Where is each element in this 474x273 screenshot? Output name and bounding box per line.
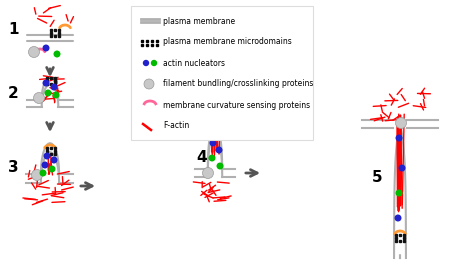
Circle shape	[151, 60, 157, 66]
Bar	[50, 32, 52, 34]
Circle shape	[44, 153, 51, 159]
Circle shape	[395, 135, 402, 141]
Circle shape	[399, 165, 405, 171]
Bar	[395, 240, 397, 242]
Bar	[54, 150, 56, 152]
Bar	[395, 234, 397, 236]
Bar	[211, 135, 213, 137]
Bar	[46, 147, 48, 149]
Bar	[46, 150, 48, 152]
Text: 2: 2	[8, 85, 19, 100]
Circle shape	[39, 170, 46, 177]
Bar	[215, 135, 217, 137]
Bar	[403, 240, 405, 242]
Text: 5: 5	[372, 171, 383, 185]
Bar	[399, 240, 401, 242]
Circle shape	[394, 215, 401, 221]
FancyBboxPatch shape	[131, 6, 313, 140]
Bar	[54, 80, 56, 82]
Text: plasma membrane: plasma membrane	[163, 16, 235, 25]
Bar	[403, 234, 405, 236]
Bar	[403, 237, 405, 239]
Circle shape	[51, 84, 57, 91]
Circle shape	[43, 44, 49, 52]
Bar	[54, 147, 56, 149]
Circle shape	[202, 168, 213, 179]
Bar	[219, 135, 221, 137]
Circle shape	[42, 162, 48, 168]
Circle shape	[51, 156, 57, 164]
Text: plasma membrane microdomains: plasma membrane microdomains	[163, 37, 292, 46]
Bar	[58, 32, 60, 34]
Circle shape	[34, 93, 45, 103]
Circle shape	[28, 46, 39, 58]
Bar	[50, 29, 52, 31]
Bar	[54, 77, 56, 79]
Circle shape	[45, 90, 52, 96]
Text: filament bundling/crosslinking proteins: filament bundling/crosslinking proteins	[163, 79, 313, 88]
Circle shape	[143, 60, 149, 66]
Circle shape	[395, 189, 402, 197]
Bar	[50, 147, 52, 149]
Text: F-actin: F-actin	[163, 121, 189, 130]
Bar	[211, 129, 213, 131]
Bar	[54, 29, 56, 31]
Text: 3: 3	[8, 161, 18, 176]
Bar	[46, 77, 48, 79]
Bar	[58, 35, 60, 37]
Text: 4: 4	[196, 150, 207, 165]
Circle shape	[210, 140, 217, 147]
Circle shape	[395, 117, 407, 129]
Bar	[46, 80, 48, 82]
Bar	[50, 35, 52, 37]
Text: membrane curvature sensing proteins: membrane curvature sensing proteins	[163, 100, 310, 109]
Circle shape	[54, 51, 61, 58]
Bar	[50, 83, 52, 85]
Bar	[46, 153, 48, 155]
Text: 1: 1	[8, 22, 18, 37]
Bar	[219, 132, 221, 134]
Circle shape	[216, 147, 222, 153]
Bar	[395, 237, 397, 239]
Text: actin nucleators: actin nucleators	[163, 58, 225, 67]
Bar	[54, 83, 56, 85]
Bar	[215, 129, 217, 131]
Bar	[50, 77, 52, 79]
Circle shape	[43, 79, 49, 87]
Bar	[219, 129, 221, 131]
Bar	[399, 234, 401, 236]
Bar	[50, 153, 52, 155]
Bar	[54, 35, 56, 37]
Bar	[58, 29, 60, 31]
Bar	[211, 132, 213, 134]
Circle shape	[217, 162, 224, 170]
Circle shape	[53, 91, 60, 99]
Circle shape	[31, 170, 43, 180]
Circle shape	[144, 79, 154, 89]
Bar	[54, 153, 56, 155]
Circle shape	[209, 155, 216, 162]
Bar	[46, 83, 48, 85]
Circle shape	[48, 165, 55, 173]
